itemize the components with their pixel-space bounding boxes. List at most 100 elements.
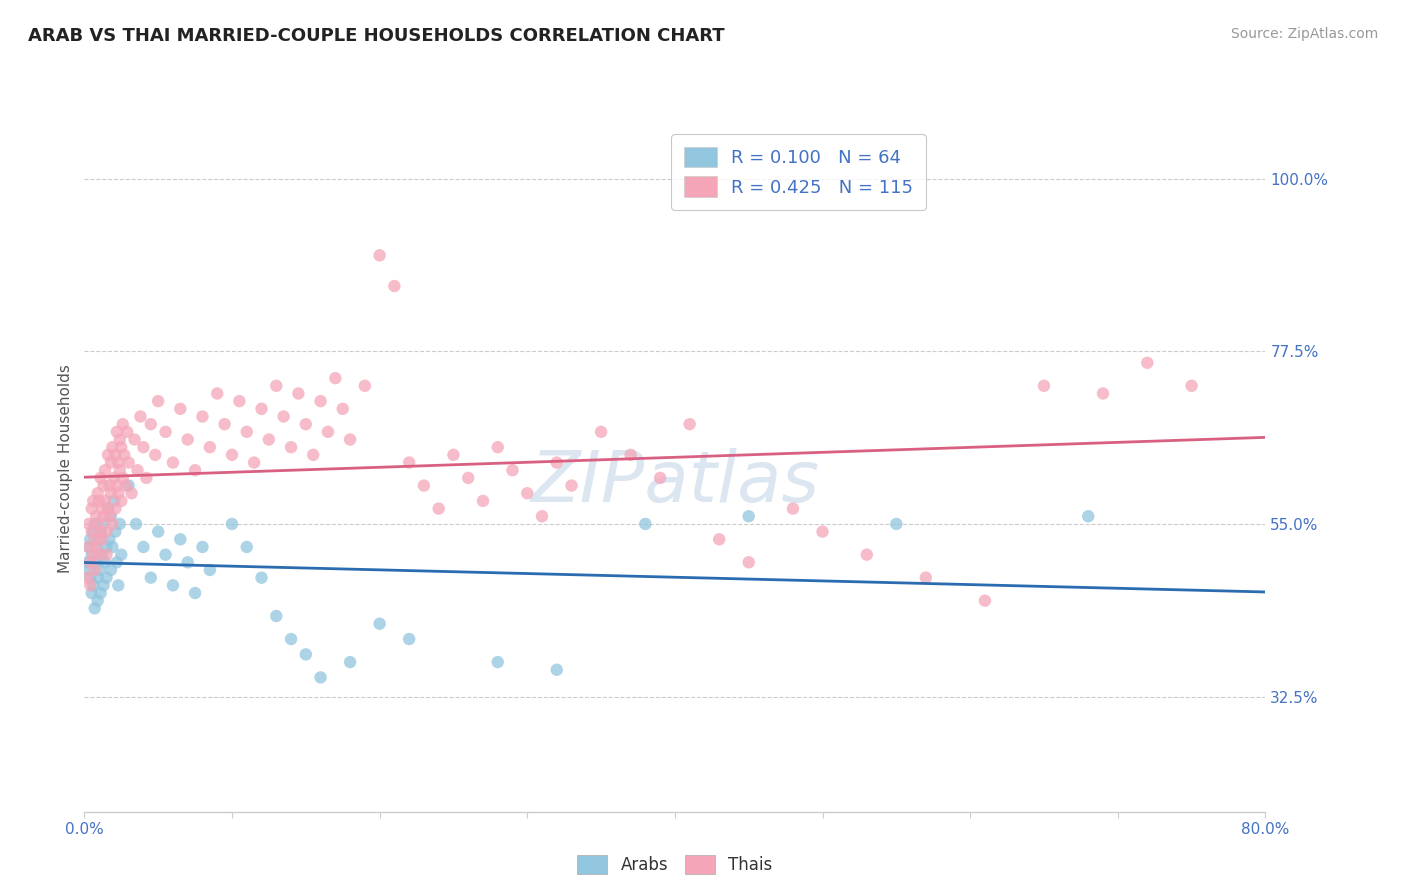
Point — [82, 524, 104, 539]
Point — [94, 463, 117, 477]
Point — [139, 417, 162, 432]
Point — [87, 533, 111, 547]
Point — [118, 478, 141, 492]
Legend: Arabs, Thais: Arabs, Thais — [569, 847, 780, 882]
Point — [79, 571, 101, 585]
Point — [108, 516, 131, 531]
Point — [103, 494, 125, 508]
Point — [83, 533, 105, 547]
Point — [709, 533, 731, 547]
Point — [125, 516, 148, 531]
Point — [1136, 356, 1159, 370]
Point — [257, 433, 280, 447]
Point — [87, 548, 111, 562]
Point — [132, 440, 155, 454]
Point — [77, 540, 100, 554]
Point — [107, 578, 129, 592]
Point — [634, 516, 657, 531]
Point — [516, 486, 538, 500]
Point — [148, 524, 170, 539]
Point — [82, 548, 104, 562]
Point — [112, 448, 135, 462]
Point — [738, 555, 761, 569]
Point — [86, 486, 108, 500]
Point — [83, 601, 105, 615]
Point — [169, 401, 191, 416]
Point — [309, 670, 332, 684]
Point — [162, 578, 184, 592]
Point — [118, 456, 141, 470]
Point — [191, 540, 214, 554]
Point — [79, 578, 101, 592]
Point — [280, 440, 302, 454]
Point — [886, 516, 908, 531]
Point — [1032, 379, 1054, 393]
Point — [93, 478, 115, 492]
Point — [250, 571, 273, 585]
Point — [127, 463, 149, 477]
Point — [114, 478, 136, 492]
Point — [316, 425, 339, 439]
Point — [91, 548, 114, 562]
Point — [83, 563, 105, 577]
Point — [101, 516, 124, 531]
Point — [97, 501, 120, 516]
Point — [90, 586, 112, 600]
Point — [162, 456, 184, 470]
Point — [427, 501, 450, 516]
Point — [135, 471, 157, 485]
Point — [648, 471, 672, 485]
Point — [177, 433, 200, 447]
Point — [108, 433, 131, 447]
Point — [82, 578, 104, 592]
Point — [560, 478, 583, 492]
Point — [184, 463, 207, 477]
Point — [486, 655, 509, 669]
Point — [591, 425, 613, 439]
Point — [108, 463, 131, 477]
Point — [80, 524, 103, 539]
Text: ZIPatlas: ZIPatlas — [530, 448, 820, 516]
Point — [1091, 386, 1114, 401]
Point — [97, 448, 120, 462]
Point — [295, 648, 318, 662]
Point — [546, 663, 568, 677]
Text: ARAB VS THAI MARRIED-COUPLE HOUSEHOLDS CORRELATION CHART: ARAB VS THAI MARRIED-COUPLE HOUSEHOLDS C… — [28, 27, 724, 45]
Point — [368, 248, 391, 262]
Point — [84, 509, 107, 524]
Point — [93, 516, 115, 531]
Point — [79, 555, 101, 569]
Point — [264, 379, 288, 393]
Point — [93, 509, 115, 524]
Point — [782, 501, 804, 516]
Point — [398, 456, 420, 470]
Point — [82, 494, 104, 508]
Point — [678, 417, 700, 432]
Point — [77, 516, 100, 531]
Point — [855, 548, 877, 562]
Point — [98, 478, 121, 492]
Point — [100, 486, 122, 500]
Point — [530, 509, 553, 524]
Point — [309, 394, 332, 409]
Point — [228, 394, 250, 409]
Point — [1180, 379, 1202, 393]
Point — [83, 516, 105, 531]
Point — [148, 394, 170, 409]
Point — [914, 571, 936, 585]
Point — [546, 456, 568, 470]
Point — [107, 456, 129, 470]
Point — [441, 448, 464, 462]
Point — [486, 440, 509, 454]
Point — [273, 409, 295, 424]
Point — [79, 533, 101, 547]
Point — [501, 463, 523, 477]
Point — [84, 540, 107, 554]
Point — [280, 632, 302, 646]
Point — [111, 471, 134, 485]
Point — [221, 516, 243, 531]
Point — [132, 540, 155, 554]
Point — [354, 379, 377, 393]
Point — [155, 548, 177, 562]
Point — [973, 593, 995, 607]
